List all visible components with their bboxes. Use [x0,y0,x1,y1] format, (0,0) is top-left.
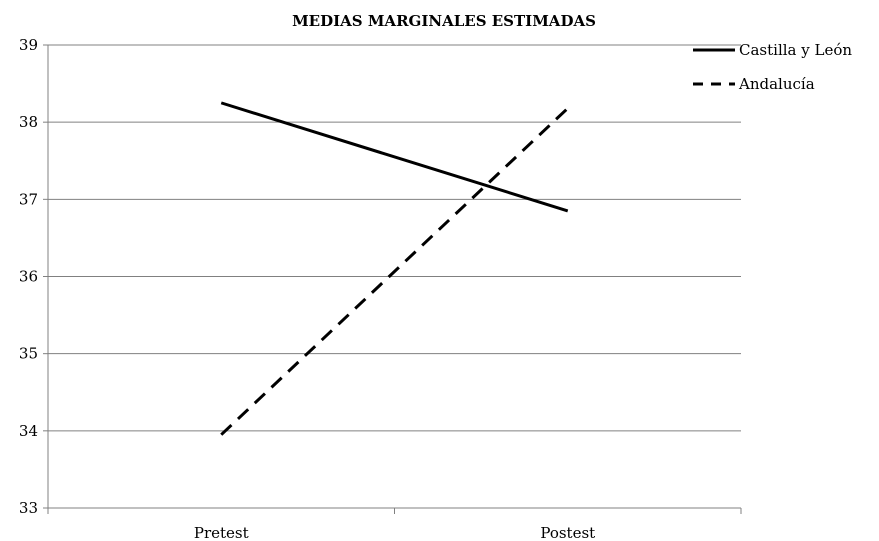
y-tick-label: 39 [19,36,38,54]
chart-title: MEDIAS MARGINALES ESTIMADAS [292,12,596,30]
y-tick-label: 37 [19,190,38,208]
x-axis: Pretest Postest [47,45,742,541]
x-tick-label: Pretest [194,524,249,541]
y-tick-label: 38 [19,113,38,131]
gridlines [43,44,741,509]
y-axis-tick-labels: 33 34 35 36 37 38 39 [19,36,38,517]
series-line-2 [220,107,569,436]
series-line-1 [220,101,569,213]
y-tick-label: 34 [19,422,38,440]
series-lines [220,101,569,436]
x-tick-label: Postest [540,524,595,541]
legend: Castilla y León Andalucía [693,41,852,93]
legend-label-1: Castilla y León [739,41,852,59]
y-tick-label: 33 [19,499,38,517]
y-tick-label: 36 [19,268,38,286]
legend-label-2: Andalucía [738,75,815,93]
y-tick-label: 35 [19,345,38,363]
